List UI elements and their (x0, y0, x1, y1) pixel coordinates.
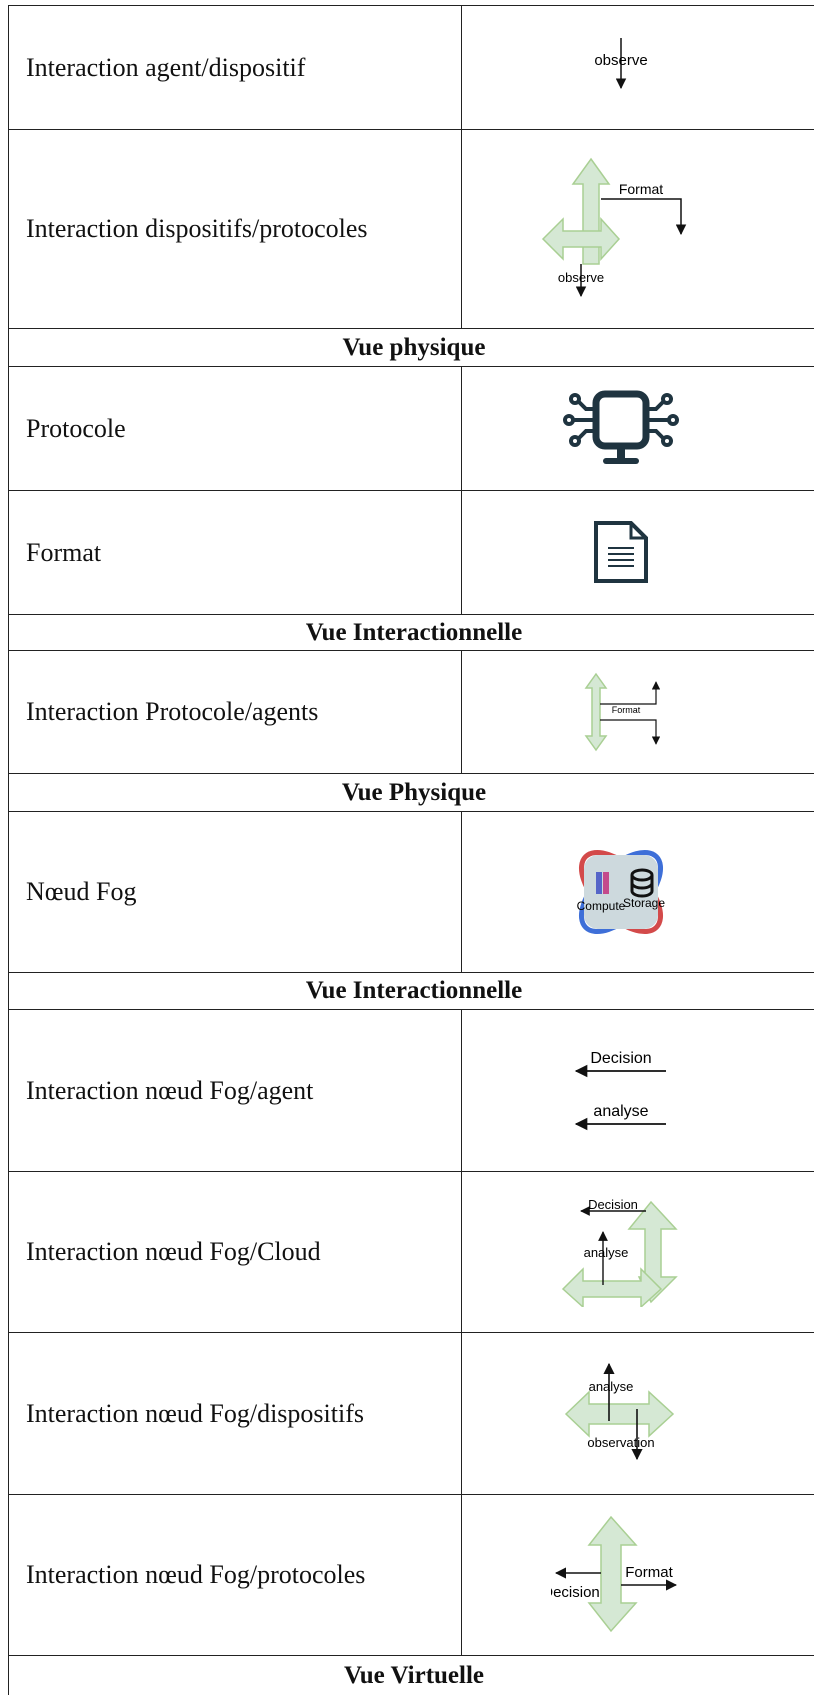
table: Interaction agent/dispositif observe Int… (8, 5, 814, 1695)
icon-label: Compute (576, 899, 625, 913)
row: Interaction Protocole/agents Format (8, 650, 814, 773)
row: Nœud Fog Compute Storage (8, 811, 814, 972)
section-header: Vue Interactionnelle (8, 972, 814, 1009)
icon-label: observe (557, 270, 603, 285)
section-header: Vue Virtuelle (8, 1655, 814, 1695)
icon: Decision analyse (561, 1197, 678, 1307)
row-label: Interaction nœud Fog/dispositifs (9, 1333, 462, 1494)
row: Interaction nœud Fog/protocoles Decision… (8, 1494, 814, 1655)
row: Protocole (8, 366, 814, 490)
icon-label: Format (611, 705, 640, 715)
row-label: Interaction nœud Fog/agent (9, 1010, 462, 1171)
row: Interaction nœud Fog/dispositifs analyse… (8, 1332, 814, 1494)
row: Format (8, 490, 814, 614)
row-label: Interaction nœud Fog/Cloud (9, 1172, 462, 1332)
icon-label: Format (625, 1564, 673, 1581)
section-header: Vue Interactionnelle (8, 614, 814, 650)
icon-label: observation (587, 1435, 654, 1450)
icon: analyse observation (564, 1362, 674, 1460)
section-header: Vue Physique (8, 773, 814, 811)
icon-label: Decision (588, 1197, 638, 1212)
icon: Format observe (541, 157, 686, 298)
section-header: Vue physique (8, 328, 814, 366)
row: Interaction dispositifs/protocoles Forma… (8, 129, 814, 328)
row-label: Format (9, 491, 462, 614)
icon (593, 520, 648, 583)
icon: observe (594, 37, 647, 89)
row-label: Nœud Fog (9, 812, 462, 972)
icon: Format (584, 672, 660, 752)
row-label: Protocole (9, 367, 462, 490)
icon: Compute Storage (576, 849, 665, 935)
row: Interaction agent/dispositif observe (8, 5, 814, 129)
icon: Decision analyse (574, 1050, 666, 1130)
row-label: Interaction nœud Fog/protocoles (9, 1495, 462, 1655)
row: Interaction nœud Fog/agent Decision anal… (8, 1009, 814, 1171)
icon: Decision Format (551, 1515, 677, 1633)
icon (562, 390, 679, 464)
row-label: Interaction Protocole/agents (9, 651, 462, 773)
icon-label: Decision (551, 1584, 600, 1601)
icon-label: analyse (593, 1103, 648, 1120)
row-label: Interaction dispositifs/protocoles (9, 130, 462, 328)
icon-label: Storage (622, 896, 664, 910)
icon-label: analyse (583, 1245, 628, 1260)
icon-label: observe (594, 52, 647, 69)
row: Interaction nœud Fog/Cloud Decision anal… (8, 1171, 814, 1332)
icon-label: Format (618, 181, 662, 197)
icon-label: Decision (590, 1050, 651, 1067)
row-label: Interaction agent/dispositif (9, 6, 462, 129)
icon-label: analyse (588, 1379, 633, 1394)
